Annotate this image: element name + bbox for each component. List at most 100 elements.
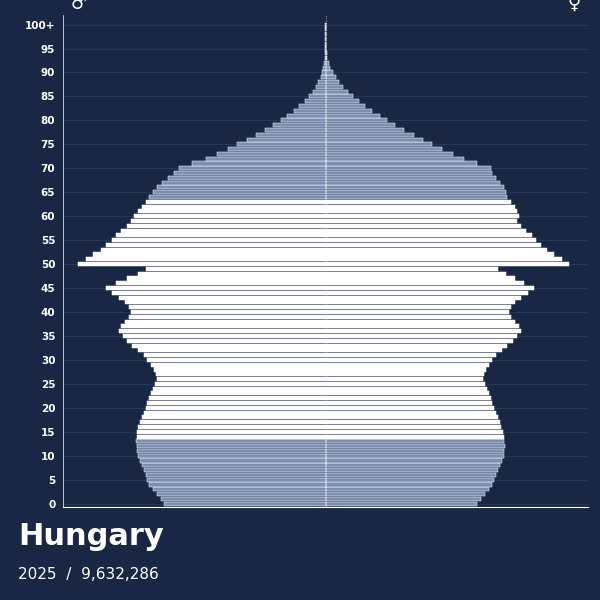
- Bar: [325, 372, 484, 376]
- Text: 2025  /  9,632,286: 2025 / 9,632,286: [18, 567, 159, 582]
- Bar: [325, 267, 498, 271]
- Bar: [157, 492, 325, 496]
- Bar: [149, 195, 325, 199]
- Bar: [138, 349, 325, 352]
- Bar: [119, 296, 325, 299]
- Bar: [325, 200, 511, 204]
- Bar: [325, 430, 503, 434]
- Bar: [137, 434, 325, 439]
- Bar: [256, 133, 325, 137]
- Bar: [325, 305, 511, 309]
- Bar: [325, 301, 515, 304]
- Bar: [325, 229, 526, 233]
- Bar: [140, 420, 325, 424]
- Bar: [127, 224, 325, 228]
- Bar: [325, 171, 493, 175]
- Bar: [142, 205, 325, 209]
- Bar: [325, 329, 521, 333]
- Bar: [325, 320, 515, 323]
- Bar: [325, 181, 500, 185]
- Bar: [325, 497, 481, 501]
- Bar: [325, 109, 373, 113]
- Bar: [325, 133, 413, 137]
- Bar: [154, 367, 325, 371]
- Bar: [157, 185, 325, 190]
- Bar: [325, 382, 485, 386]
- Bar: [173, 171, 325, 175]
- Bar: [305, 99, 325, 103]
- Bar: [78, 262, 325, 266]
- Bar: [319, 80, 325, 84]
- Bar: [325, 468, 498, 472]
- Bar: [325, 238, 536, 242]
- Bar: [146, 267, 325, 271]
- Bar: [142, 415, 325, 419]
- Bar: [325, 214, 518, 218]
- Bar: [325, 315, 511, 319]
- Bar: [148, 478, 325, 482]
- Bar: [161, 497, 325, 501]
- Bar: [325, 56, 328, 60]
- Bar: [134, 214, 325, 218]
- Bar: [205, 157, 325, 161]
- Bar: [325, 339, 513, 343]
- Bar: [125, 301, 325, 304]
- Bar: [164, 502, 325, 506]
- Bar: [316, 85, 325, 89]
- Bar: [125, 320, 325, 323]
- Bar: [325, 147, 442, 151]
- Bar: [323, 65, 325, 70]
- Bar: [325, 325, 518, 328]
- Bar: [325, 434, 503, 439]
- Bar: [325, 349, 502, 352]
- Bar: [138, 272, 325, 276]
- Bar: [325, 166, 491, 170]
- Bar: [137, 444, 325, 448]
- Bar: [153, 386, 325, 391]
- Bar: [325, 195, 508, 199]
- Bar: [325, 353, 496, 357]
- Bar: [325, 65, 331, 70]
- Bar: [168, 176, 325, 180]
- Bar: [155, 382, 325, 386]
- Bar: [325, 46, 326, 50]
- Bar: [325, 277, 515, 281]
- Bar: [325, 219, 517, 223]
- Bar: [325, 233, 532, 238]
- Bar: [112, 291, 325, 295]
- Bar: [228, 147, 325, 151]
- Bar: [138, 454, 325, 458]
- Bar: [128, 305, 325, 309]
- Bar: [325, 296, 521, 299]
- Bar: [325, 94, 353, 98]
- Bar: [193, 161, 325, 166]
- Bar: [265, 128, 325, 132]
- Bar: [325, 224, 521, 228]
- Bar: [106, 243, 325, 247]
- Bar: [143, 410, 325, 415]
- Bar: [131, 310, 325, 314]
- Bar: [325, 420, 500, 424]
- Bar: [325, 444, 505, 448]
- Bar: [325, 157, 464, 161]
- Bar: [325, 473, 496, 477]
- Bar: [325, 291, 528, 295]
- Bar: [143, 353, 325, 357]
- Bar: [146, 473, 325, 477]
- Bar: [137, 430, 325, 434]
- Bar: [325, 51, 326, 55]
- Bar: [148, 401, 325, 405]
- Text: ♂: ♂: [71, 0, 87, 13]
- Bar: [325, 70, 332, 74]
- Bar: [325, 367, 486, 371]
- Bar: [320, 75, 325, 79]
- Bar: [325, 310, 509, 314]
- Bar: [127, 339, 325, 343]
- Bar: [325, 415, 498, 419]
- Bar: [116, 233, 325, 238]
- Bar: [325, 190, 505, 194]
- Bar: [325, 478, 494, 482]
- Bar: [153, 190, 325, 194]
- Bar: [325, 334, 517, 338]
- Bar: [157, 377, 325, 381]
